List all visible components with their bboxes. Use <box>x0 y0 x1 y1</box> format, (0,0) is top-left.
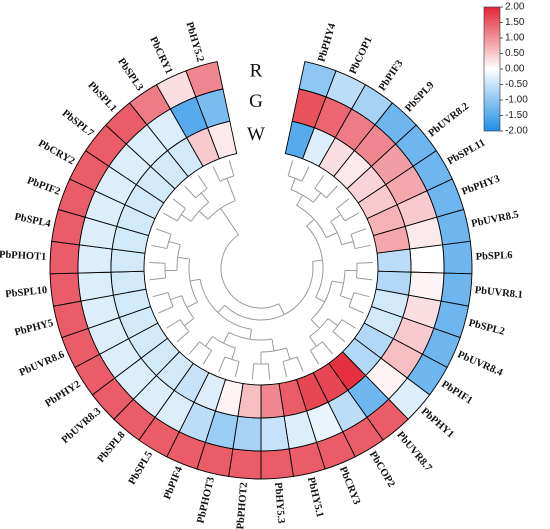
gene-label-PbUVR8.5: PbUVR8.5 <box>470 209 519 230</box>
gene-label-PbUVR8.7: PbUVR8.7 <box>394 430 433 474</box>
ring-labels: RGW <box>247 61 265 146</box>
colorbar-tick-label: -1.50 <box>505 110 528 121</box>
gene-label-PbHY5.1: PbHY5.1 <box>305 476 325 519</box>
colorbar-tick-label: -2.00 <box>505 126 528 137</box>
gene-label-PbSPL4: PbSPL4 <box>13 212 52 230</box>
heatmap-cell-W-PbHY5.2 <box>207 120 238 160</box>
gene-label-PbSPL5: PbSPL5 <box>127 450 155 487</box>
gene-label-PbUVR8.2: PbUVR8.2 <box>427 101 472 139</box>
heatmap-cell-G-PbPHOT1 <box>77 244 113 274</box>
gene-label-PbSPL2: PbSPL2 <box>467 318 505 338</box>
heatmap-cells <box>49 61 473 480</box>
gene-label-PbPHY2: PbPHY2 <box>43 379 82 410</box>
gene-label-PbPIF4: PbPIF4 <box>162 464 185 501</box>
gene-label-PbUVR8.1: PbUVR8.1 <box>474 285 523 301</box>
heatmap-cell-R-PbPHOT1 <box>49 240 80 275</box>
colorbar-tick-label: 0.50 <box>505 48 525 59</box>
gene-label-PbHY5.3: PbHY5.3 <box>272 482 286 524</box>
gene-label-PbPIF3: PbPIF3 <box>377 58 405 93</box>
heatmap-cell-R-PbSPL6 <box>442 240 473 275</box>
colorbar-tick-label: 1.50 <box>505 17 525 28</box>
gene-label-PbPHY4: PbPHY4 <box>317 21 339 63</box>
gene-label-PbSPL10: PbSPL10 <box>5 285 48 300</box>
colorbar-ticks: 2.00 1.50 1.00 0.50 0.00 -0.50 -1.00 -1.50 -2.00 <box>500 2 528 137</box>
ring-label-W: W <box>247 124 265 145</box>
gene-label-PbSPL8: PbSPL8 <box>96 430 128 465</box>
heatmap-cell-R-PbSPL10 <box>49 272 82 307</box>
gene-label-PbSPL9: PbSPL9 <box>403 80 436 114</box>
gene-label-PbUVR8.6: PbUVR8.6 <box>18 349 67 378</box>
colorbar-tick-label: -1.00 <box>505 95 528 106</box>
gene-label-PbUVR8.3: PbUVR8.3 <box>60 406 103 446</box>
colorbar-gradient <box>483 6 501 132</box>
gene-label-PbPIF1: PbPIF1 <box>439 379 474 407</box>
gene-label-PbPHY3: PbPHY3 <box>460 174 501 198</box>
ring-label-G: G <box>249 91 263 112</box>
colorbar-tick-label: 0.00 <box>505 64 525 75</box>
colorbar: 2.00 1.50 1.00 0.50 0.00 -0.50 -1.00 -1.50 -2.00 <box>483 2 528 137</box>
colorbar-tick-label: 2.00 <box>505 2 525 13</box>
heatmap-cell-R-PbHY5.3 <box>260 448 294 480</box>
gene-label-PbHY5.2: PbHY5.2 <box>183 21 205 64</box>
gene-label-PbCOP2: PbCOP2 <box>367 450 397 490</box>
gene-label-PbSPL11: PbSPL11 <box>446 137 488 167</box>
gene-label-PbSPL7: PbSPL7 <box>60 108 96 139</box>
colorbar-tick-label: 1.00 <box>505 33 525 44</box>
gene-label-PbPHY5: PbPHY5 <box>13 318 54 339</box>
gene-label-PbSPL3: PbSPL3 <box>115 56 145 93</box>
gene-label-PbCRY2: PbCRY2 <box>36 138 76 167</box>
gene-label-PbCRY3: PbCRY3 <box>337 465 362 506</box>
heatmap-cell-G-PbSPL6 <box>409 244 445 274</box>
heatmap-cell-R-PbUVR8.1 <box>440 272 473 307</box>
gene-label-PbPHY1: PbPHY1 <box>419 406 456 440</box>
dendrogram <box>149 160 373 380</box>
gene-label-PbCRY1: PbCRY1 <box>147 35 174 76</box>
colorbar-tick-label: -0.50 <box>505 79 528 90</box>
gene-label-PbPHOT2: PbPHOT2 <box>235 482 250 529</box>
gene-label-PbCOP1: PbCOP1 <box>348 35 375 76</box>
gene-label-PbSPL6: PbSPL6 <box>475 250 512 263</box>
ring-label-R: R <box>250 61 263 82</box>
gene-label-PbPHOT1: PbPHOT1 <box>0 250 47 263</box>
heatmap-cell-R-PbPHOT2 <box>228 448 262 480</box>
heatmap-cell-G-PbHY5.3 <box>260 415 290 452</box>
gene-label-PbPHOT3: PbPHOT3 <box>195 476 217 525</box>
gene-label-PbPIF2: PbPIF2 <box>25 175 61 197</box>
dendrogram-branches <box>149 160 373 380</box>
heatmap-cell-W-PbSPL6 <box>376 248 412 273</box>
gene-label-PbSPL1: PbSPL1 <box>85 80 118 114</box>
gene-label-PbUVR8.4: PbUVR8.4 <box>456 349 505 379</box>
